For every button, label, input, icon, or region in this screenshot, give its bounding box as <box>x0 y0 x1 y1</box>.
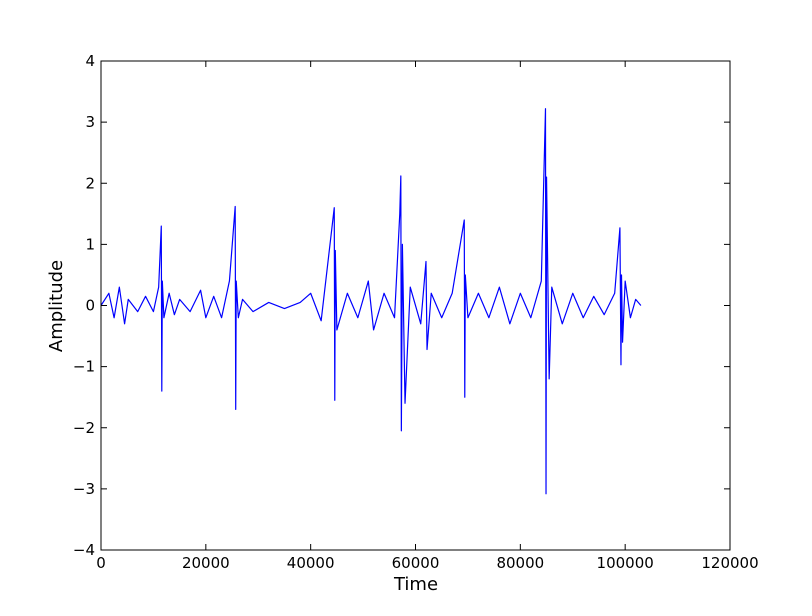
y-tick-label: −3 <box>73 480 95 498</box>
x-tick-label: 40000 <box>287 554 335 572</box>
plot-layer <box>100 108 642 495</box>
x-tick-label: 120000 <box>701 554 758 572</box>
tick-layer: 0 20000 40000 60000 80000 100000 120000 −4 −3 −2 −… <box>73 52 759 572</box>
y-tick-label: −1 <box>73 358 95 376</box>
x-tick-label: 80000 <box>496 554 544 572</box>
x-tick-label: 0 <box>96 554 106 572</box>
y-tick-label: −2 <box>73 419 95 437</box>
y-tick-label: 4 <box>85 52 95 70</box>
y-tick-label: −4 <box>73 541 95 559</box>
y-axis-label: Amplitude <box>46 260 67 352</box>
x-axis-label: Time <box>393 574 438 595</box>
y-tick-label: 3 <box>85 113 95 131</box>
y-tick-label: 0 <box>85 297 95 315</box>
series-line-0 <box>100 108 642 495</box>
x-tick-label: 100000 <box>597 554 654 572</box>
x-tick-label: 20000 <box>182 554 230 572</box>
x-tick-label: 60000 <box>392 554 440 572</box>
y-tick-label: 2 <box>85 174 95 192</box>
y-tick-label: 1 <box>85 235 95 253</box>
